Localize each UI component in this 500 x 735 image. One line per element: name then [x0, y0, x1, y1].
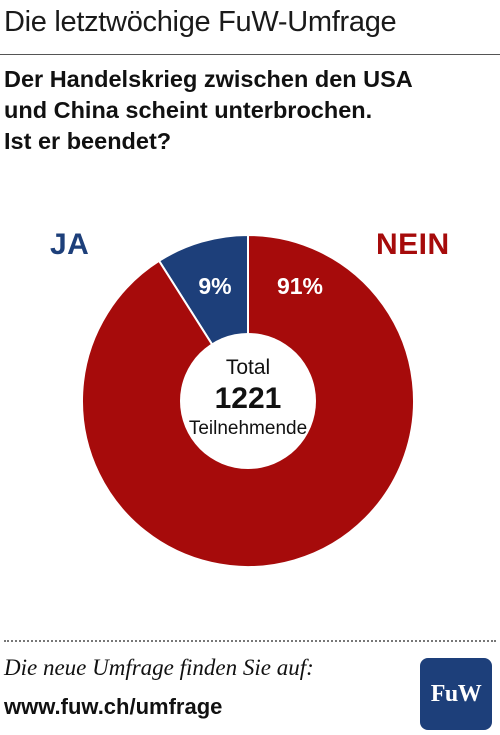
survey-question: Der Handelskrieg zwischen den USA und Ch… — [4, 64, 496, 157]
slice-labels-group: 9% 91% — [198, 273, 323, 299]
center-total-value: 1221 — [215, 382, 282, 415]
footer-divider — [4, 640, 496, 642]
footer-text: Die neue Umfrage finden Sie auf: — [4, 655, 314, 680]
footer-url-link[interactable]: www.fuw.ch/umfrage — [4, 694, 223, 719]
header-divider — [0, 54, 500, 55]
fuw-logo-text: FuW — [430, 680, 482, 707]
question-line: und China scheint unterbrochen. — [4, 97, 373, 123]
center-total-label: Total — [226, 356, 270, 379]
donut-hole — [180, 333, 316, 469]
page-header-title: Die letztwöchige FuW-Umfrage — [4, 6, 397, 38]
question-line: Der Handelskrieg zwischen den USA — [4, 66, 413, 92]
value-label-ja: 9% — [198, 273, 231, 299]
value-label-nein: 91% — [277, 273, 323, 299]
legend-nein: NEIN — [376, 228, 450, 261]
legend-ja: JA — [50, 228, 90, 261]
fuw-logo: FuW — [420, 658, 492, 730]
center-participants-label: Teilnehmende — [189, 418, 307, 439]
question-line: Ist er beendet? — [4, 128, 172, 154]
